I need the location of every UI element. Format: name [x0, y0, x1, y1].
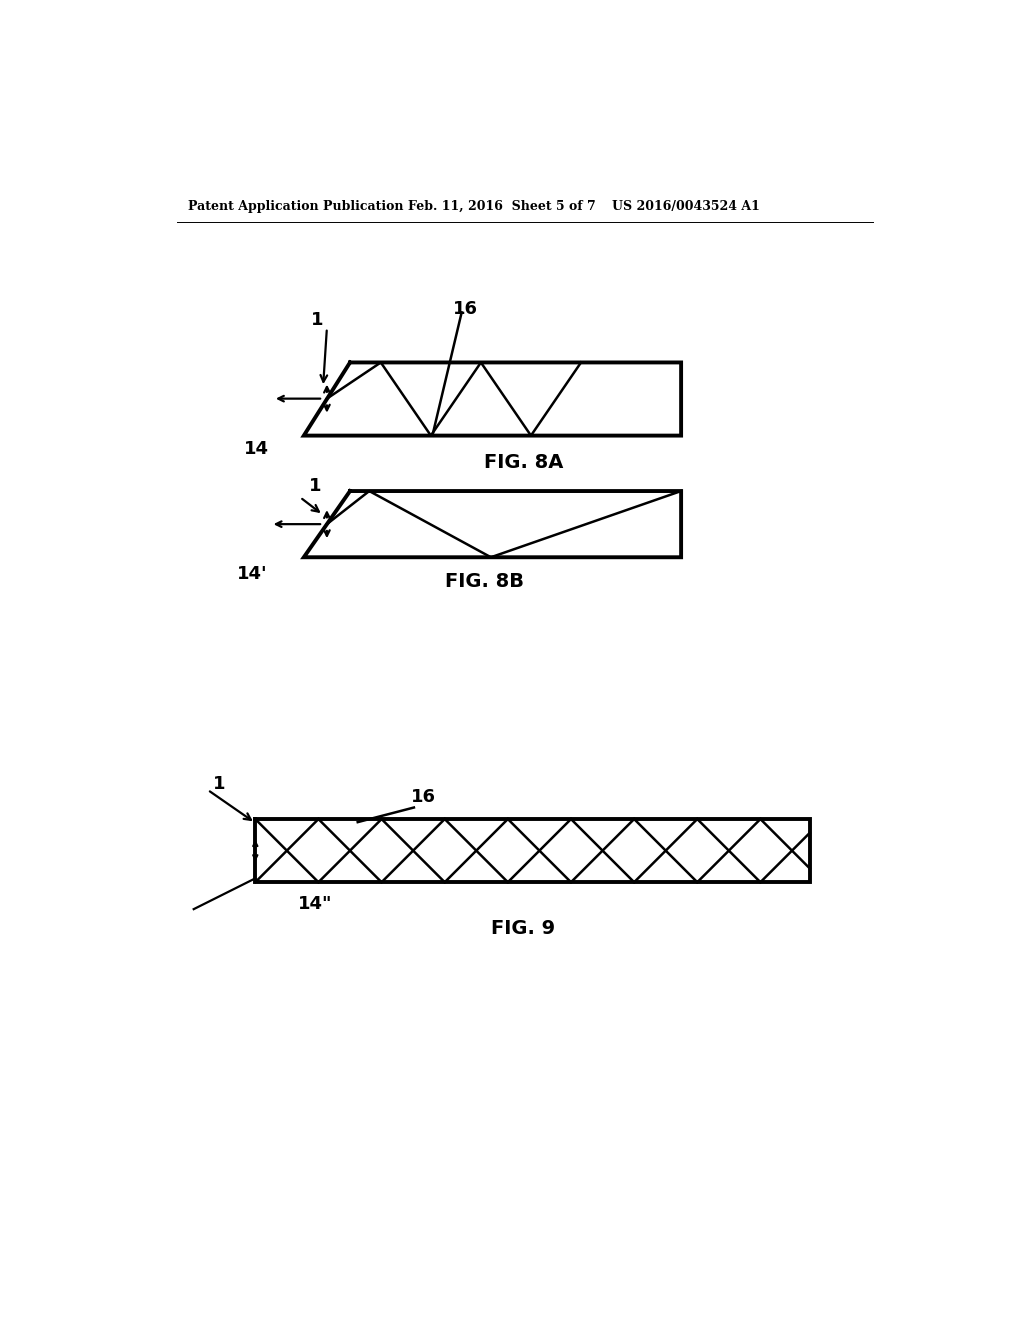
Text: FIG. 8B: FIG. 8B — [445, 573, 524, 591]
Text: 1: 1 — [309, 477, 322, 495]
Text: 1: 1 — [213, 775, 225, 793]
Text: Patent Application Publication: Patent Application Publication — [188, 199, 403, 213]
Text: 16: 16 — [453, 300, 478, 318]
Text: 1: 1 — [310, 312, 324, 329]
Text: FIG. 9: FIG. 9 — [492, 919, 555, 939]
Text: FIG. 8A: FIG. 8A — [483, 453, 563, 473]
Text: 14": 14" — [298, 895, 333, 912]
Text: Feb. 11, 2016  Sheet 5 of 7: Feb. 11, 2016 Sheet 5 of 7 — [408, 199, 596, 213]
Text: 16: 16 — [411, 788, 435, 807]
Text: 14: 14 — [244, 441, 268, 458]
Text: 14': 14' — [237, 565, 267, 583]
Text: US 2016/0043524 A1: US 2016/0043524 A1 — [611, 199, 760, 213]
